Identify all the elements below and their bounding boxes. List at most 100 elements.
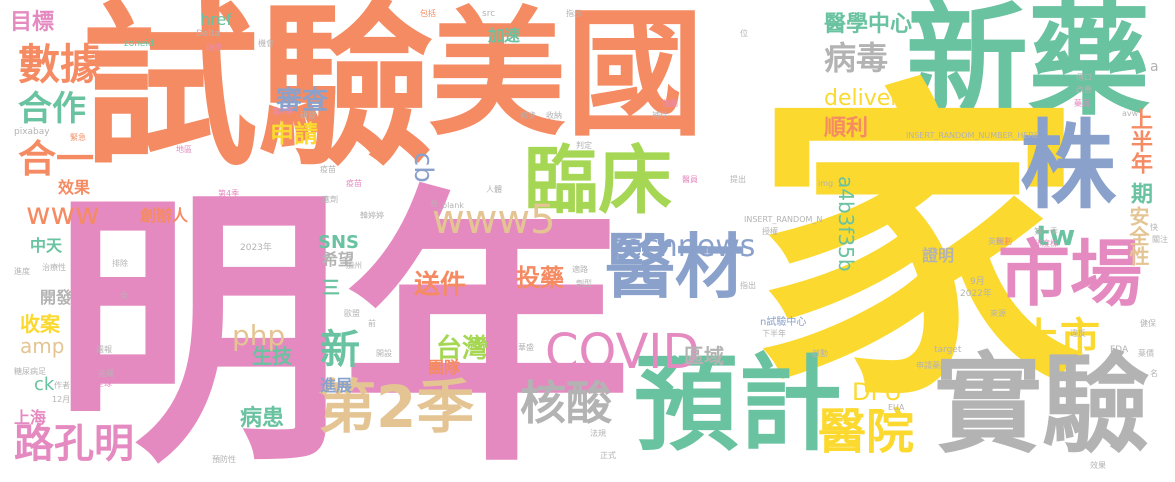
word-s14: 部份 — [198, 205, 214, 214]
word-s42: 排除 — [112, 259, 128, 268]
word-shiyan: 試驗 — [82, 0, 435, 190]
word-s16: 疫苗 — [346, 179, 362, 188]
word-s33: 薬價 — [1138, 349, 1154, 358]
word-s39: 前 — [368, 319, 376, 328]
word-s3: 位 — [740, 29, 748, 38]
word-s18: 補件 — [652, 111, 668, 120]
word-zoneid: zoneid — [124, 39, 154, 49]
word-s5: 瑞步 — [206, 43, 222, 52]
word-hesuan: 核酸 — [520, 376, 612, 430]
word-anquanxing: 安全性 — [1126, 206, 1150, 266]
word-shouan: 收案 — [20, 312, 60, 336]
word-eua: EUA — [888, 403, 905, 412]
word-quyu: 區域 — [684, 344, 724, 368]
word-songjian: 送件 — [414, 270, 467, 300]
word-s10: 收納 — [546, 111, 562, 120]
word-s28: 快 — [1150, 223, 1158, 232]
word-shuju: 數據 — [18, 40, 103, 89]
word-shenqing: 申請 — [270, 120, 318, 148]
word-s11: 緊急 — [70, 133, 86, 142]
word-s47: 作者 — [54, 381, 70, 390]
word-linchuang: 臨床 — [524, 138, 672, 224]
word-luqiongming: 路孔明 — [14, 421, 134, 467]
word-s56: 劑型 — [576, 279, 592, 288]
word-bingdu: 病毒 — [824, 39, 889, 77]
word-shunli: 順利 — [824, 116, 869, 141]
word-s4: 機會 — [258, 39, 274, 48]
word-s43: 全 — [120, 291, 128, 300]
word-s52: 預防性 — [212, 455, 236, 464]
word-s30: 指出 — [740, 281, 756, 290]
word-s32: 健保 — [1140, 319, 1156, 328]
word-s29: 來源 — [990, 309, 1006, 318]
word-xiaoguo: 效果 — [58, 178, 91, 197]
word-cb: cb — [408, 152, 438, 183]
word-s60: 藥局 — [1074, 99, 1090, 108]
word-s7: 第3季 — [272, 107, 294, 116]
word-a: a — [1150, 59, 1159, 75]
word-zhongtian: 中天 — [30, 236, 63, 255]
word-avw: avw — [1122, 109, 1139, 118]
word-shangshi: 上市 — [1020, 315, 1100, 361]
word-s2: 指示 — [566, 9, 582, 18]
word-taiwan: 台灣 — [436, 334, 489, 364]
word-tw: tw — [1036, 219, 1076, 252]
word-jiasu: 加速 — [488, 26, 521, 45]
word-mubiao: 目標 — [10, 10, 55, 35]
word-shanghai: 上海 — [14, 408, 47, 427]
word-s54: 法規 — [590, 429, 606, 438]
word-img: img — [818, 179, 834, 188]
word-meiguo: 美國 — [428, 0, 705, 155]
word-s40: 歐盟 — [344, 309, 360, 318]
word-s63: 應劑 — [322, 195, 338, 204]
word-san: 三 — [322, 278, 340, 299]
word-jia: 家 — [752, 55, 1084, 441]
word-tuandui: 團隊 — [428, 358, 461, 377]
word-shencha: 審查 — [276, 86, 329, 116]
word-xinyao: 新藥 — [906, 0, 1150, 132]
word-di2ji: 第2季 — [318, 373, 475, 441]
word-s26: 印度株 — [1034, 239, 1058, 248]
word-s24: 第一季 — [1034, 227, 1058, 236]
word-insert2: INSERT_RANDOM_N — [744, 215, 823, 224]
word-www5: www5 — [432, 197, 556, 243]
word-s55: 適路 — [572, 265, 588, 274]
word-yuji: 預計 — [634, 343, 843, 465]
word-n-shiyanzhongxin: n試驗中心 — [760, 317, 807, 328]
word-zhu: 株 — [1020, 110, 1116, 222]
word-s27: 關注 — [1152, 235, 1168, 244]
word-s34: 名 — [1150, 369, 1158, 378]
word-s1: 包括 — [420, 9, 436, 18]
word-s17: 首圖 — [662, 99, 678, 108]
word-s9: 初步 — [520, 111, 536, 120]
word-s41: 加州 — [346, 261, 362, 270]
word-s65: 效果 — [1090, 461, 1106, 470]
word-s19: 判定 — [576, 141, 592, 150]
word-insert1: INSERT_RANDOM_NUMBER_HERE — [906, 131, 1039, 140]
word-s59: 改善 — [1076, 85, 1092, 94]
word-www: www — [26, 197, 100, 232]
word-yiyuan: 醫院 — [818, 404, 915, 460]
word-s23: 授權 — [762, 227, 778, 236]
word-mingnian: 明年 — [52, 164, 632, 482]
word-ck: ck — [34, 374, 55, 395]
word-blank: _blank — [438, 201, 464, 210]
word-y2023: 2023年 — [240, 243, 272, 253]
word-s44: 治療性 — [42, 263, 66, 272]
word-xiwang: 希望 — [322, 250, 355, 269]
word-s37: 華盛 — [518, 343, 534, 352]
word-s22: 提出 — [730, 175, 746, 184]
word-covid: COVID — [545, 324, 700, 380]
word-fda: FDA — [1110, 345, 1129, 355]
word-s49: 進藏 — [98, 369, 114, 378]
word-target: target — [934, 345, 962, 355]
word-chuangbanren: 創辦人 — [140, 206, 189, 225]
word-s12: 地區 — [176, 145, 192, 154]
word-s53: 正式 — [600, 451, 616, 460]
word-hash: a4b3f35b — [834, 176, 858, 272]
word-src: src — [482, 9, 496, 19]
word-touyao: 投藥 — [516, 264, 564, 292]
word-s62: 韓婷婷 — [360, 211, 384, 220]
word-dfu: DFU — [852, 378, 902, 406]
